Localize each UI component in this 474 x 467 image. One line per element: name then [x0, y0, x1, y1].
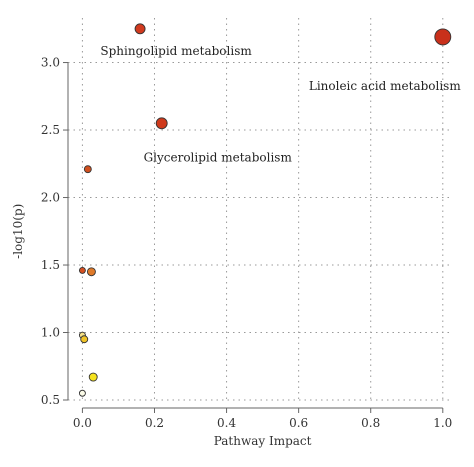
axes — [63, 62, 444, 413]
point-annotation: Linoleic acid metabolism — [309, 79, 461, 93]
x-tick-label: 0.6 — [289, 416, 308, 430]
grid-lines — [68, 18, 450, 401]
x-tick-label: 0.8 — [361, 416, 380, 430]
y-tick-label: 2.5 — [41, 123, 60, 137]
data-point — [434, 28, 452, 46]
y-axis-title: -log10(p) — [11, 204, 25, 259]
point-annotation: Glycerolipid metabolism — [144, 150, 293, 164]
y-tick-label: 0.5 — [41, 393, 60, 407]
data-point — [88, 372, 98, 382]
y-tick-label: 3.0 — [41, 56, 60, 70]
point-annotations: Sphingolipid metabolism Linoleic acid met… — [100, 44, 461, 164]
data-point — [134, 23, 146, 35]
y-tick-label: 1.0 — [41, 326, 60, 340]
x-axis-title: Pathway Impact — [214, 434, 312, 448]
data-point — [155, 117, 168, 130]
data-points — [78, 23, 452, 397]
x-tick-label: 1.0 — [433, 416, 452, 430]
y-tick-labels: 0.5 1.0 1.5 2.0 2.5 3.0 — [41, 56, 60, 407]
data-point — [86, 267, 96, 277]
data-point — [78, 389, 86, 397]
point-annotation: Sphingolipid metabolism — [100, 44, 252, 58]
x-tick-label: 0.4 — [217, 416, 236, 430]
data-point — [80, 335, 89, 344]
y-tick-label: 1.5 — [41, 258, 60, 272]
y-tick-label: 2.0 — [41, 191, 60, 205]
x-tick-label: 0.2 — [145, 416, 164, 430]
x-tick-labels: 0.0 0.2 0.4 0.6 0.8 1.0 — [73, 416, 452, 430]
data-point — [78, 266, 86, 274]
x-tick-label: 0.0 — [73, 416, 92, 430]
data-point — [83, 165, 92, 174]
